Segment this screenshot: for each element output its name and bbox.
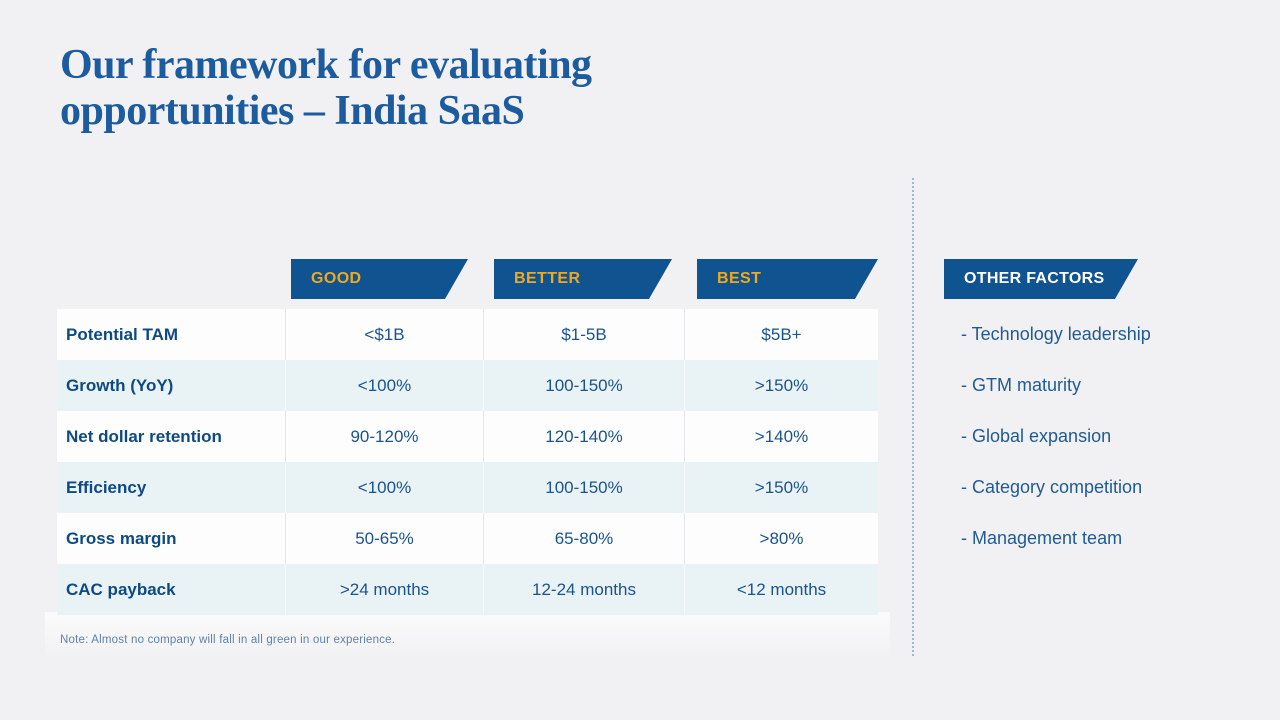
table-row: Gross margin 50-65% 65-80% >80% <box>57 513 878 564</box>
value-cell-better: $1-5B <box>483 309 684 360</box>
dotted-divider <box>912 178 914 656</box>
table-row: Net dollar retention 90-120% 120-140% >1… <box>57 411 878 462</box>
list-item: - Management team <box>961 528 1123 548</box>
row-label-cell: Net dollar retention <box>66 426 222 446</box>
value-cell-best: >150% <box>684 360 878 411</box>
page-title-line-1: Our framework for evaluating <box>60 42 592 88</box>
value-cell-best: >140% <box>684 411 878 462</box>
value-cell-better: 100-150% <box>483 360 684 411</box>
column-badge-best: BEST <box>697 259 878 299</box>
value-cell-better: 12-24 months <box>483 564 684 615</box>
value-cell-better: 65-80% <box>483 513 684 564</box>
value-cell-best: <12 months <box>684 564 878 615</box>
row-label-cell: Potential TAM <box>66 324 179 344</box>
value-cell-good: 90-120% <box>285 411 483 462</box>
other-factors-list: - Technology leadership - GTM maturity -… <box>961 309 1151 564</box>
evaluation-table: Potential TAM <$1B $1-5B $5B+ Growth (Yo… <box>57 309 878 615</box>
column-badge-good: GOOD <box>291 259 468 299</box>
column-badge-best-label: BEST <box>717 270 762 287</box>
row-label-cell: CAC payback <box>66 579 176 599</box>
value-cell-good: <100% <box>285 462 483 513</box>
value-cell-good: <$1B <box>285 309 483 360</box>
list-item: - GTM maturity <box>961 375 1081 395</box>
value-cell-better: 120-140% <box>483 411 684 462</box>
list-item: - Technology leadership <box>961 324 1151 344</box>
other-factors-badge-label: OTHER FACTORS <box>964 270 1105 287</box>
value-cell-good: <100% <box>285 360 483 411</box>
value-cell-best: >150% <box>684 462 878 513</box>
column-badge-good-label: GOOD <box>311 270 362 287</box>
list-item: - Category competition <box>961 477 1143 497</box>
value-cell-good: 50-65% <box>285 513 483 564</box>
column-badge-better-label: BETTER <box>514 270 581 287</box>
table-row: Efficiency <100% 100-150% >150% <box>57 462 878 513</box>
value-cell-good: >24 months <box>285 564 483 615</box>
page-title-line-2: opportunities – India SaaS <box>60 88 525 134</box>
column-badge-better: BETTER <box>494 259 672 299</box>
list-item: - Global expansion <box>961 426 1112 446</box>
row-label-cell: Growth (YoY) <box>66 375 174 395</box>
table-row: CAC payback >24 months 12-24 months <12 … <box>57 564 878 615</box>
row-label-cell: Gross margin <box>66 528 177 548</box>
value-cell-best: $5B+ <box>684 309 878 360</box>
table-row: Potential TAM <$1B $1-5B $5B+ <box>57 309 878 360</box>
page-title: Our framework for evaluating opportuniti… <box>60 42 592 134</box>
row-label-cell: Efficiency <box>66 477 147 497</box>
value-cell-better: 100-150% <box>483 462 684 513</box>
table-row: Growth (YoY) <100% 100-150% >150% <box>57 360 878 411</box>
footnote: Note: Almost no company will fall in all… <box>60 634 396 646</box>
other-factors-badge: OTHER FACTORS <box>944 259 1138 299</box>
value-cell-best: >80% <box>684 513 878 564</box>
